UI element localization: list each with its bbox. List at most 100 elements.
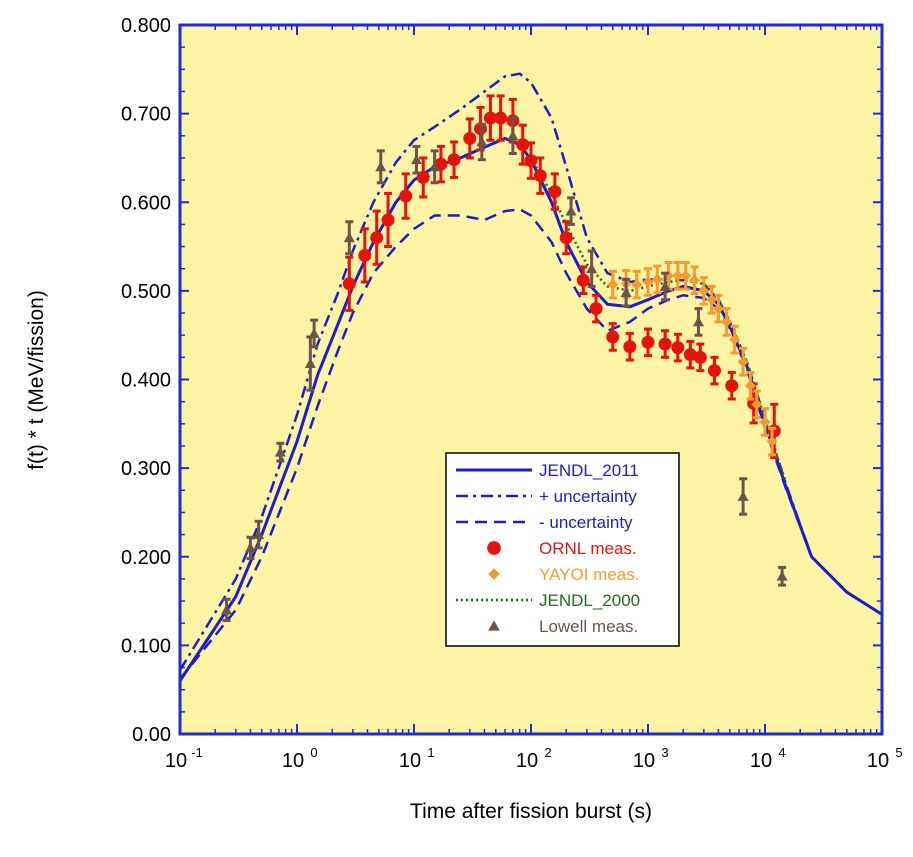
data-point-5 (721, 316, 733, 328)
data-point-5 (712, 303, 724, 315)
legend-marker (487, 541, 501, 555)
data-point-6 (253, 529, 265, 539)
data-point-6 (308, 327, 320, 338)
y-tick-label: 0.600 (121, 192, 171, 214)
data-point-6 (776, 570, 788, 581)
data-point-4 (516, 138, 530, 152)
data-point-5 (607, 279, 619, 291)
x-tick-label: 10 (633, 750, 655, 772)
data-point-5 (689, 274, 701, 286)
data-point-4 (463, 131, 477, 145)
legend-label: JENDL_2011 (539, 461, 639, 480)
x-tick-label: 10 (282, 750, 304, 772)
y-tick-label: 0.400 (121, 370, 171, 392)
data-point-6 (429, 161, 441, 172)
data-point-6 (410, 154, 422, 165)
data-point-4 (658, 337, 672, 351)
data-point-4 (533, 169, 547, 183)
legend-marker (488, 620, 500, 631)
data-point-6 (343, 232, 355, 243)
y-tick-label: 0.500 (121, 281, 171, 303)
data-point-4 (358, 248, 372, 262)
data-point-6 (586, 263, 598, 274)
data-point-6 (244, 542, 256, 553)
plot-content (178, 72, 883, 682)
x-tick-label: 10 (750, 750, 772, 772)
data-point-6 (659, 280, 671, 291)
data-point-6 (692, 316, 704, 327)
y-tick-label: 0.700 (121, 104, 171, 126)
data-point-4 (370, 231, 384, 245)
x-axis-label: Time after fission burst (s) (410, 800, 652, 823)
data-point-4 (559, 231, 573, 245)
x-tick-label-exponent: 5 (895, 745, 902, 760)
legend-label: + uncertainty (539, 487, 637, 506)
data-point-5 (751, 398, 763, 410)
series-line-3 (529, 157, 787, 482)
data-point-6 (737, 490, 749, 501)
x-tick-label: 10 (165, 750, 187, 772)
data-point-6 (565, 205, 577, 216)
y-tick-label: 0.200 (121, 547, 171, 569)
data-point-6 (620, 287, 632, 298)
data-point-5 (737, 356, 749, 368)
data-point-4 (683, 348, 697, 362)
data-point-4 (707, 364, 721, 378)
data-point-6 (304, 358, 316, 368)
data-point-4 (641, 335, 655, 349)
data-point-4 (767, 424, 781, 438)
axes: 0.00 0.100 0.200 0.300 0.400 0.500 0.600 0.700 0… (121, 15, 903, 772)
data-point-4 (725, 379, 739, 393)
x-tick-label-exponent: 3 (661, 745, 668, 760)
data-point-4 (548, 185, 562, 199)
data-point-4 (671, 341, 685, 355)
x-tick-label-exponent: 0 (310, 745, 317, 760)
x-tick-label-exponent: 2 (544, 745, 551, 760)
y-axis-label: f(t) * t (MeV/fission) (25, 290, 48, 470)
series-line-2 (179, 208, 883, 680)
data-point-5 (744, 380, 756, 392)
data-point-4 (606, 330, 620, 344)
data-point-5 (766, 436, 778, 448)
data-point-6 (507, 130, 519, 141)
data-point-5 (680, 270, 692, 282)
data-point-5 (631, 279, 643, 291)
data-point-5 (651, 273, 663, 285)
data-point-5 (642, 276, 654, 288)
y-tick-label: 0.00 (132, 724, 171, 746)
legend-marker (488, 568, 500, 580)
data-point-4 (399, 189, 413, 203)
data-point-4 (342, 277, 356, 291)
data-point-4 (589, 302, 603, 316)
x-tick-label-exponent: 4 (778, 745, 785, 760)
data-point-4 (524, 154, 538, 168)
data-point-5 (759, 416, 771, 428)
legend-label: ORNL meas. (539, 539, 637, 558)
data-point-5 (672, 270, 684, 282)
data-point-6 (221, 604, 233, 615)
x-tick-label-exponent: 1 (427, 745, 434, 760)
data-point-5 (698, 285, 710, 297)
data-point-6 (274, 446, 286, 457)
data-point-4 (381, 213, 395, 227)
data-point-6 (375, 161, 387, 172)
x-tick-label: 10 (867, 750, 889, 772)
legend-label: JENDL_2000 (539, 591, 640, 610)
x-tick-label-exponent: -1 (191, 745, 203, 760)
data-point-4 (494, 111, 508, 125)
data-point-4 (483, 111, 497, 125)
x-tick-label: 10 (516, 750, 538, 772)
data-point-5 (729, 334, 741, 346)
legend-box (445, 452, 680, 647)
plot-frame (178, 23, 884, 736)
data-point-6 (476, 136, 488, 147)
x-tick-label: 10 (399, 750, 421, 772)
data-point-4 (623, 340, 637, 354)
data-point-4 (693, 350, 707, 364)
y-tick-label: 0.800 (121, 15, 171, 37)
legend: JENDL_2011 + uncertainty - uncertainty ORNL… (445, 452, 680, 647)
y-tick-label: 0.300 (121, 458, 171, 480)
y-tick-label: 0.100 (121, 635, 171, 657)
data-point-4 (447, 153, 461, 167)
